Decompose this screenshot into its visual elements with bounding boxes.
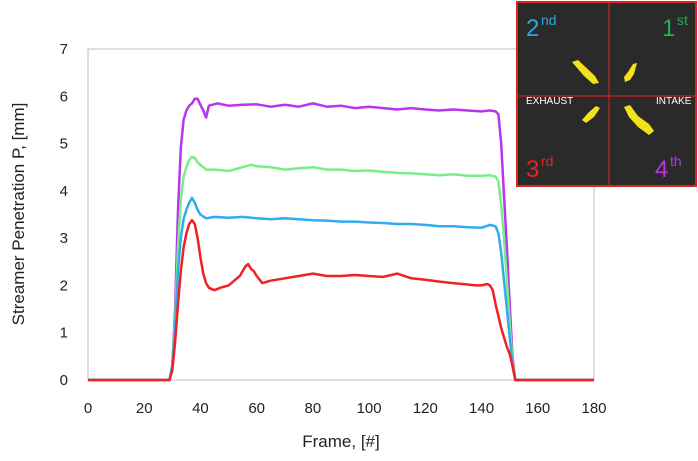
svg-text:4: 4 xyxy=(655,156,668,183)
quadrant-3-label: 3 rd xyxy=(526,153,553,183)
svg-text:st: st xyxy=(677,12,688,28)
series-layer xyxy=(88,97,594,382)
exhaust-label: EXHAUST xyxy=(526,96,573,107)
x-tick-label: 100 xyxy=(357,400,382,417)
x-tick-label: 60 xyxy=(248,400,265,417)
y-tick-label: 4 xyxy=(60,183,68,200)
series-line-3 xyxy=(88,196,594,382)
series-line-1 xyxy=(88,97,594,382)
y-axis-ticks: 0 1 2 3 4 5 6 7 xyxy=(60,41,68,389)
plot-frame xyxy=(87,48,595,381)
svg-text:2: 2 xyxy=(526,15,539,42)
x-tick-label: 20 xyxy=(136,400,153,417)
y-tick-label: 6 xyxy=(60,88,68,105)
inset-background xyxy=(516,1,697,187)
svg-text:nd: nd xyxy=(541,12,557,28)
x-axis-ticks: 0 20 40 60 80 100 120 140 160 180 xyxy=(84,400,607,417)
y-tick-label: 5 xyxy=(60,136,68,153)
streamer-3rd xyxy=(582,106,600,123)
svg-text:th: th xyxy=(670,153,682,169)
x-tick-label: 180 xyxy=(581,400,606,417)
svg-text:rd: rd xyxy=(541,153,553,169)
y-axis-title: Streamer Penetration P, [mm] xyxy=(9,103,28,326)
x-tick-label: 40 xyxy=(192,400,209,417)
series-line-4 xyxy=(88,218,594,382)
series-line-2 xyxy=(88,155,594,382)
x-tick-label: 80 xyxy=(305,400,322,417)
quadrant-1-label: 1 st xyxy=(662,12,688,42)
x-tick-label: 0 xyxy=(84,400,92,417)
x-tick-label: 160 xyxy=(525,400,550,417)
svg-text:3: 3 xyxy=(526,156,539,183)
y-tick-label: 2 xyxy=(60,277,68,294)
intake-label: INTAKE xyxy=(656,96,692,107)
x-tick-label: 120 xyxy=(413,400,438,417)
streamer-4th xyxy=(624,105,654,135)
quadrant-2-label: 2 nd xyxy=(526,12,557,42)
y-tick-label: 3 xyxy=(60,230,68,247)
inset-spray-image: 2 nd 1 st 3 rd 4 th EXHAUST INTAKE xyxy=(516,1,697,187)
quadrant-4-label: 4 th xyxy=(655,153,682,183)
x-tick-label: 140 xyxy=(469,400,494,417)
y-tick-label: 7 xyxy=(60,41,68,58)
plot-area xyxy=(87,48,595,381)
x-axis-title: Frame, [#] xyxy=(302,432,379,451)
spray-streamers xyxy=(572,60,654,135)
streamer-2nd xyxy=(572,60,599,84)
streamer-1st xyxy=(624,63,637,82)
svg-text:1: 1 xyxy=(662,15,675,42)
y-tick-label: 1 xyxy=(60,325,68,342)
y-tick-label: 0 xyxy=(60,372,68,389)
